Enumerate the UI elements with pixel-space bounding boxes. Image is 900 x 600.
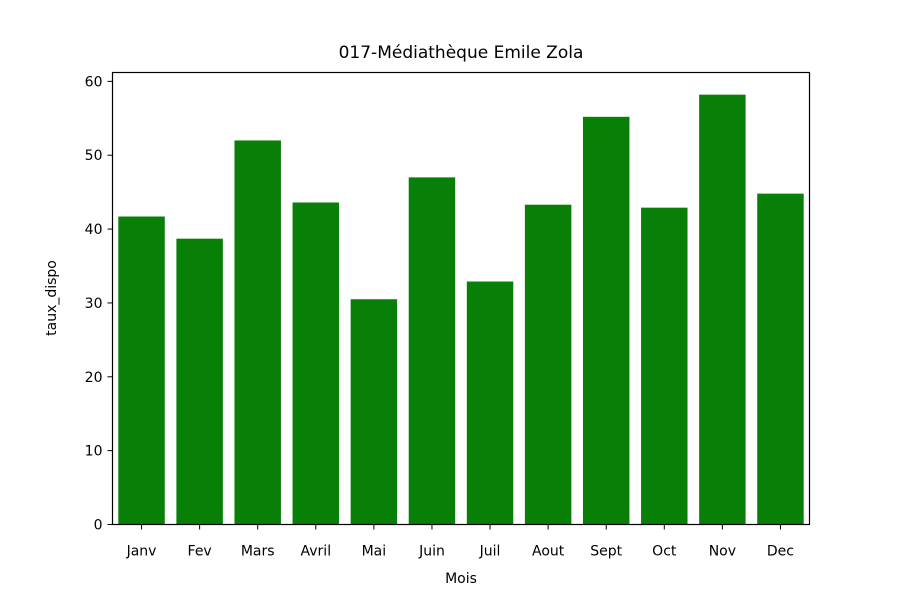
x-tick-label: Avril (301, 544, 332, 560)
x-tick-label: Janv (126, 544, 157, 560)
bar-fev (176, 238, 223, 525)
y-tick-label: 10 (85, 444, 103, 460)
x-tick-label: Dec (767, 544, 794, 560)
x-tick-label: Oct (652, 544, 677, 560)
x-tick-label: Juil (479, 544, 501, 560)
y-axis: 0 10 20 30 40 50 60 (85, 74, 113, 534)
y-tick-label: 20 (85, 370, 103, 386)
x-tick-label: Aout (532, 544, 565, 560)
y-tick-label: 50 (85, 148, 103, 164)
plot-frame (111, 71, 811, 526)
x-tick-label: Juin (418, 544, 445, 560)
bar-juil (466, 281, 514, 525)
y-tick-label: 0 (94, 518, 103, 534)
chart-title: 017-Médiathèque Emile Zola (339, 43, 584, 63)
bars-group (118, 94, 804, 525)
x-tick-label: Mars (241, 544, 275, 560)
bar-nov (699, 94, 746, 525)
y-tick-label: 40 (85, 222, 103, 238)
bar-dec (757, 193, 804, 525)
x-axis-label: Mois (445, 571, 477, 587)
bar-aout (524, 204, 572, 525)
bar-mai (350, 299, 398, 525)
y-tick-label: 30 (85, 296, 103, 312)
y-tick-label: 60 (85, 74, 103, 90)
bar-oct (641, 207, 688, 525)
bar-sept (582, 116, 630, 525)
x-tick-label: Fev (188, 544, 212, 560)
x-tick-label: Mai (362, 544, 387, 560)
bar-avril (292, 202, 340, 525)
x-tick-label: Nov (709, 544, 736, 560)
x-tick-label: Sept (590, 544, 622, 560)
bar-janv (118, 216, 165, 525)
y-axis-label: taux_dispo (44, 260, 60, 336)
bar-mars (234, 140, 281, 525)
bar-juin (408, 177, 456, 525)
x-axis: Janv Fev Mars Avril Mai Juin Juil Aout Sept Oct No… (126, 524, 794, 560)
